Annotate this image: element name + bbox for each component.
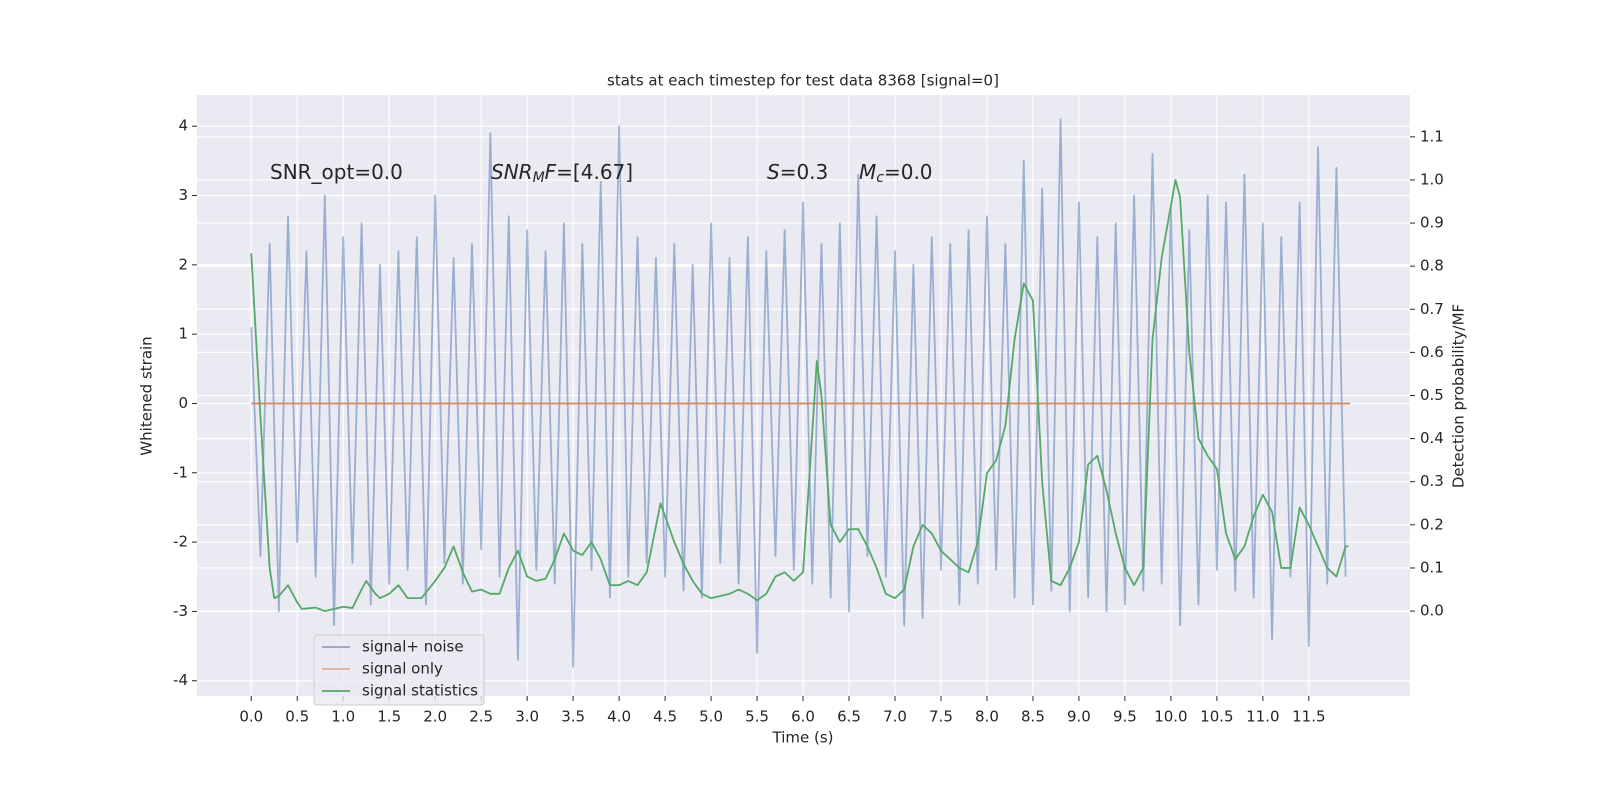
x-tick-label: 11.5 [1292,708,1325,726]
y-tick-label: 2 [178,255,188,273]
x-tick-label: 8.5 [1021,708,1045,726]
annotation: Mc=0.0 [859,160,933,187]
y2-tick-label: 0.0 [1420,602,1444,620]
y2-tick-label: 0.5 [1420,386,1444,404]
y-tick-label: 3 [178,186,188,204]
x-tick-label: 6.0 [791,708,815,726]
annotation-part: M [533,170,545,186]
annotation-part: SNR_opt=0.0 [270,160,403,184]
y2-tick-label: 0.4 [1420,429,1444,447]
x-tick-label: 0.5 [285,708,309,726]
annotation: S=0.3 [767,160,828,184]
y2-tick-label: 0.9 [1420,214,1444,232]
x-tick-label: 4.0 [607,708,631,726]
y2-tick-label: 0.2 [1420,515,1444,533]
x-tick-label: 7.5 [929,708,953,726]
y2-tick-label: 1.1 [1420,127,1444,145]
annotation-part: SNR [491,160,533,184]
series-line [250,179,1349,612]
annotation-part: =0.0 [884,160,933,184]
x-tick-label: 3.5 [561,708,585,726]
x-tick-label: 3.0 [515,708,539,726]
legend: signal+ noise signal only signal statistic… [313,634,485,706]
y2-tick-label: 0.7 [1420,300,1444,318]
x-tick-label: 0.0 [239,708,263,726]
x-tick-label: 4.5 [653,708,677,726]
x-tick-label: 9.5 [1113,708,1137,726]
x-tick-label: 7.0 [883,708,907,726]
y2-tick-label: 0.8 [1420,257,1444,275]
legend-label: signal only [362,660,443,678]
x-tick-label: 9.0 [1067,708,1091,726]
legend-box [313,634,485,706]
x-tick-label: 8.0 [975,708,999,726]
y2-tick-label: 0.3 [1420,472,1444,490]
y2-axis-label: Detection probability/MF [1450,304,1468,488]
y-tick-label: 1 [178,325,188,343]
annotation-part: F [545,160,557,184]
annotation: SNR_opt=0.0 [270,160,403,184]
y-tick-label: 0 [178,394,188,412]
x-tick-label: 10.0 [1154,708,1187,726]
y-tick-label: -1 [173,463,188,481]
annotation-part: c [876,170,884,186]
chart-title: stats at each timestep for test data 836… [607,72,999,90]
x-tick-label: 10.5 [1200,708,1233,726]
x-tick-label: 5.0 [699,708,723,726]
annotation-part: S [767,160,780,184]
x-tick-label: 5.5 [745,708,769,726]
annotation-part: M [859,160,876,184]
y2-tick-label: 0.1 [1420,558,1444,576]
series-line [250,118,1347,668]
x-tick-label: 2.5 [469,708,493,726]
x-tick-label: 6.5 [837,708,861,726]
y-tick-label: -2 [173,533,188,551]
y2-tick-label: 1.0 [1420,170,1444,188]
legend-label: signal statistics [362,682,478,700]
y2-tick-label: 0.6 [1420,343,1444,361]
legend-label: signal+ noise [362,638,464,656]
annotation-part: =0.3 [780,160,829,184]
y-tick-label: -4 [173,671,188,689]
x-tick-label: 1.5 [377,708,401,726]
x-tick-label: 2.0 [423,708,447,726]
x-tick-label: 1.0 [331,708,355,726]
y-tick-label: -3 [173,602,188,620]
x-axis-label: Time (s) [772,729,834,747]
y-axis-label: Whitened strain [138,336,156,455]
annotation: SNRMF=[4.67] [491,160,633,187]
y-tick-label: 4 [178,117,188,135]
x-tick-label: 11.0 [1246,708,1279,726]
annotation-part: =[4.67] [556,160,633,184]
